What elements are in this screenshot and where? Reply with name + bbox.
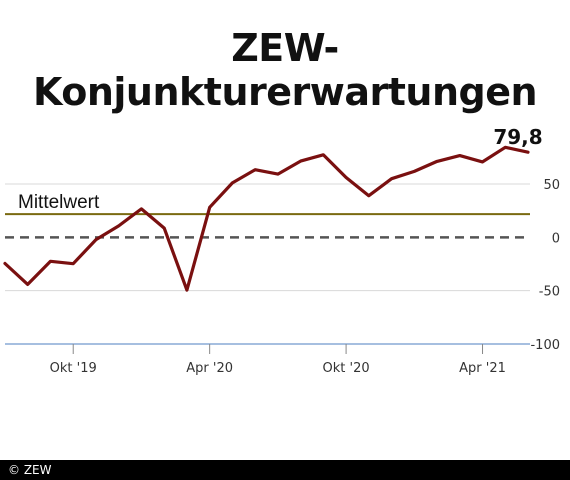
chart-title: ZEW-Konjunkturerwartungen (32, 26, 538, 114)
mittelwert-label: Mittelwert (18, 192, 100, 213)
series-line (3, 145, 530, 292)
x-tick-label: Apr '21 (459, 361, 506, 376)
last-value-label: 79,8 (493, 125, 542, 149)
y-tick-label: 0 (552, 231, 560, 246)
copyright-footer: © ZEW (0, 460, 570, 480)
copyright-text: © ZEW (8, 463, 52, 477)
x-tick-label: Okt '19 (50, 361, 97, 376)
line-chart: Mittelwert 50 0 -50 -100 Okt '19 Apr '20 Okt '2… (3, 125, 560, 376)
y-tick-label: 50 (543, 178, 560, 193)
x-tick-label: Apr '20 (186, 361, 233, 376)
x-tick-label: Okt '20 (323, 361, 370, 376)
y-tick-label: -50 (539, 285, 560, 300)
y-tick-label: -100 (530, 338, 560, 353)
